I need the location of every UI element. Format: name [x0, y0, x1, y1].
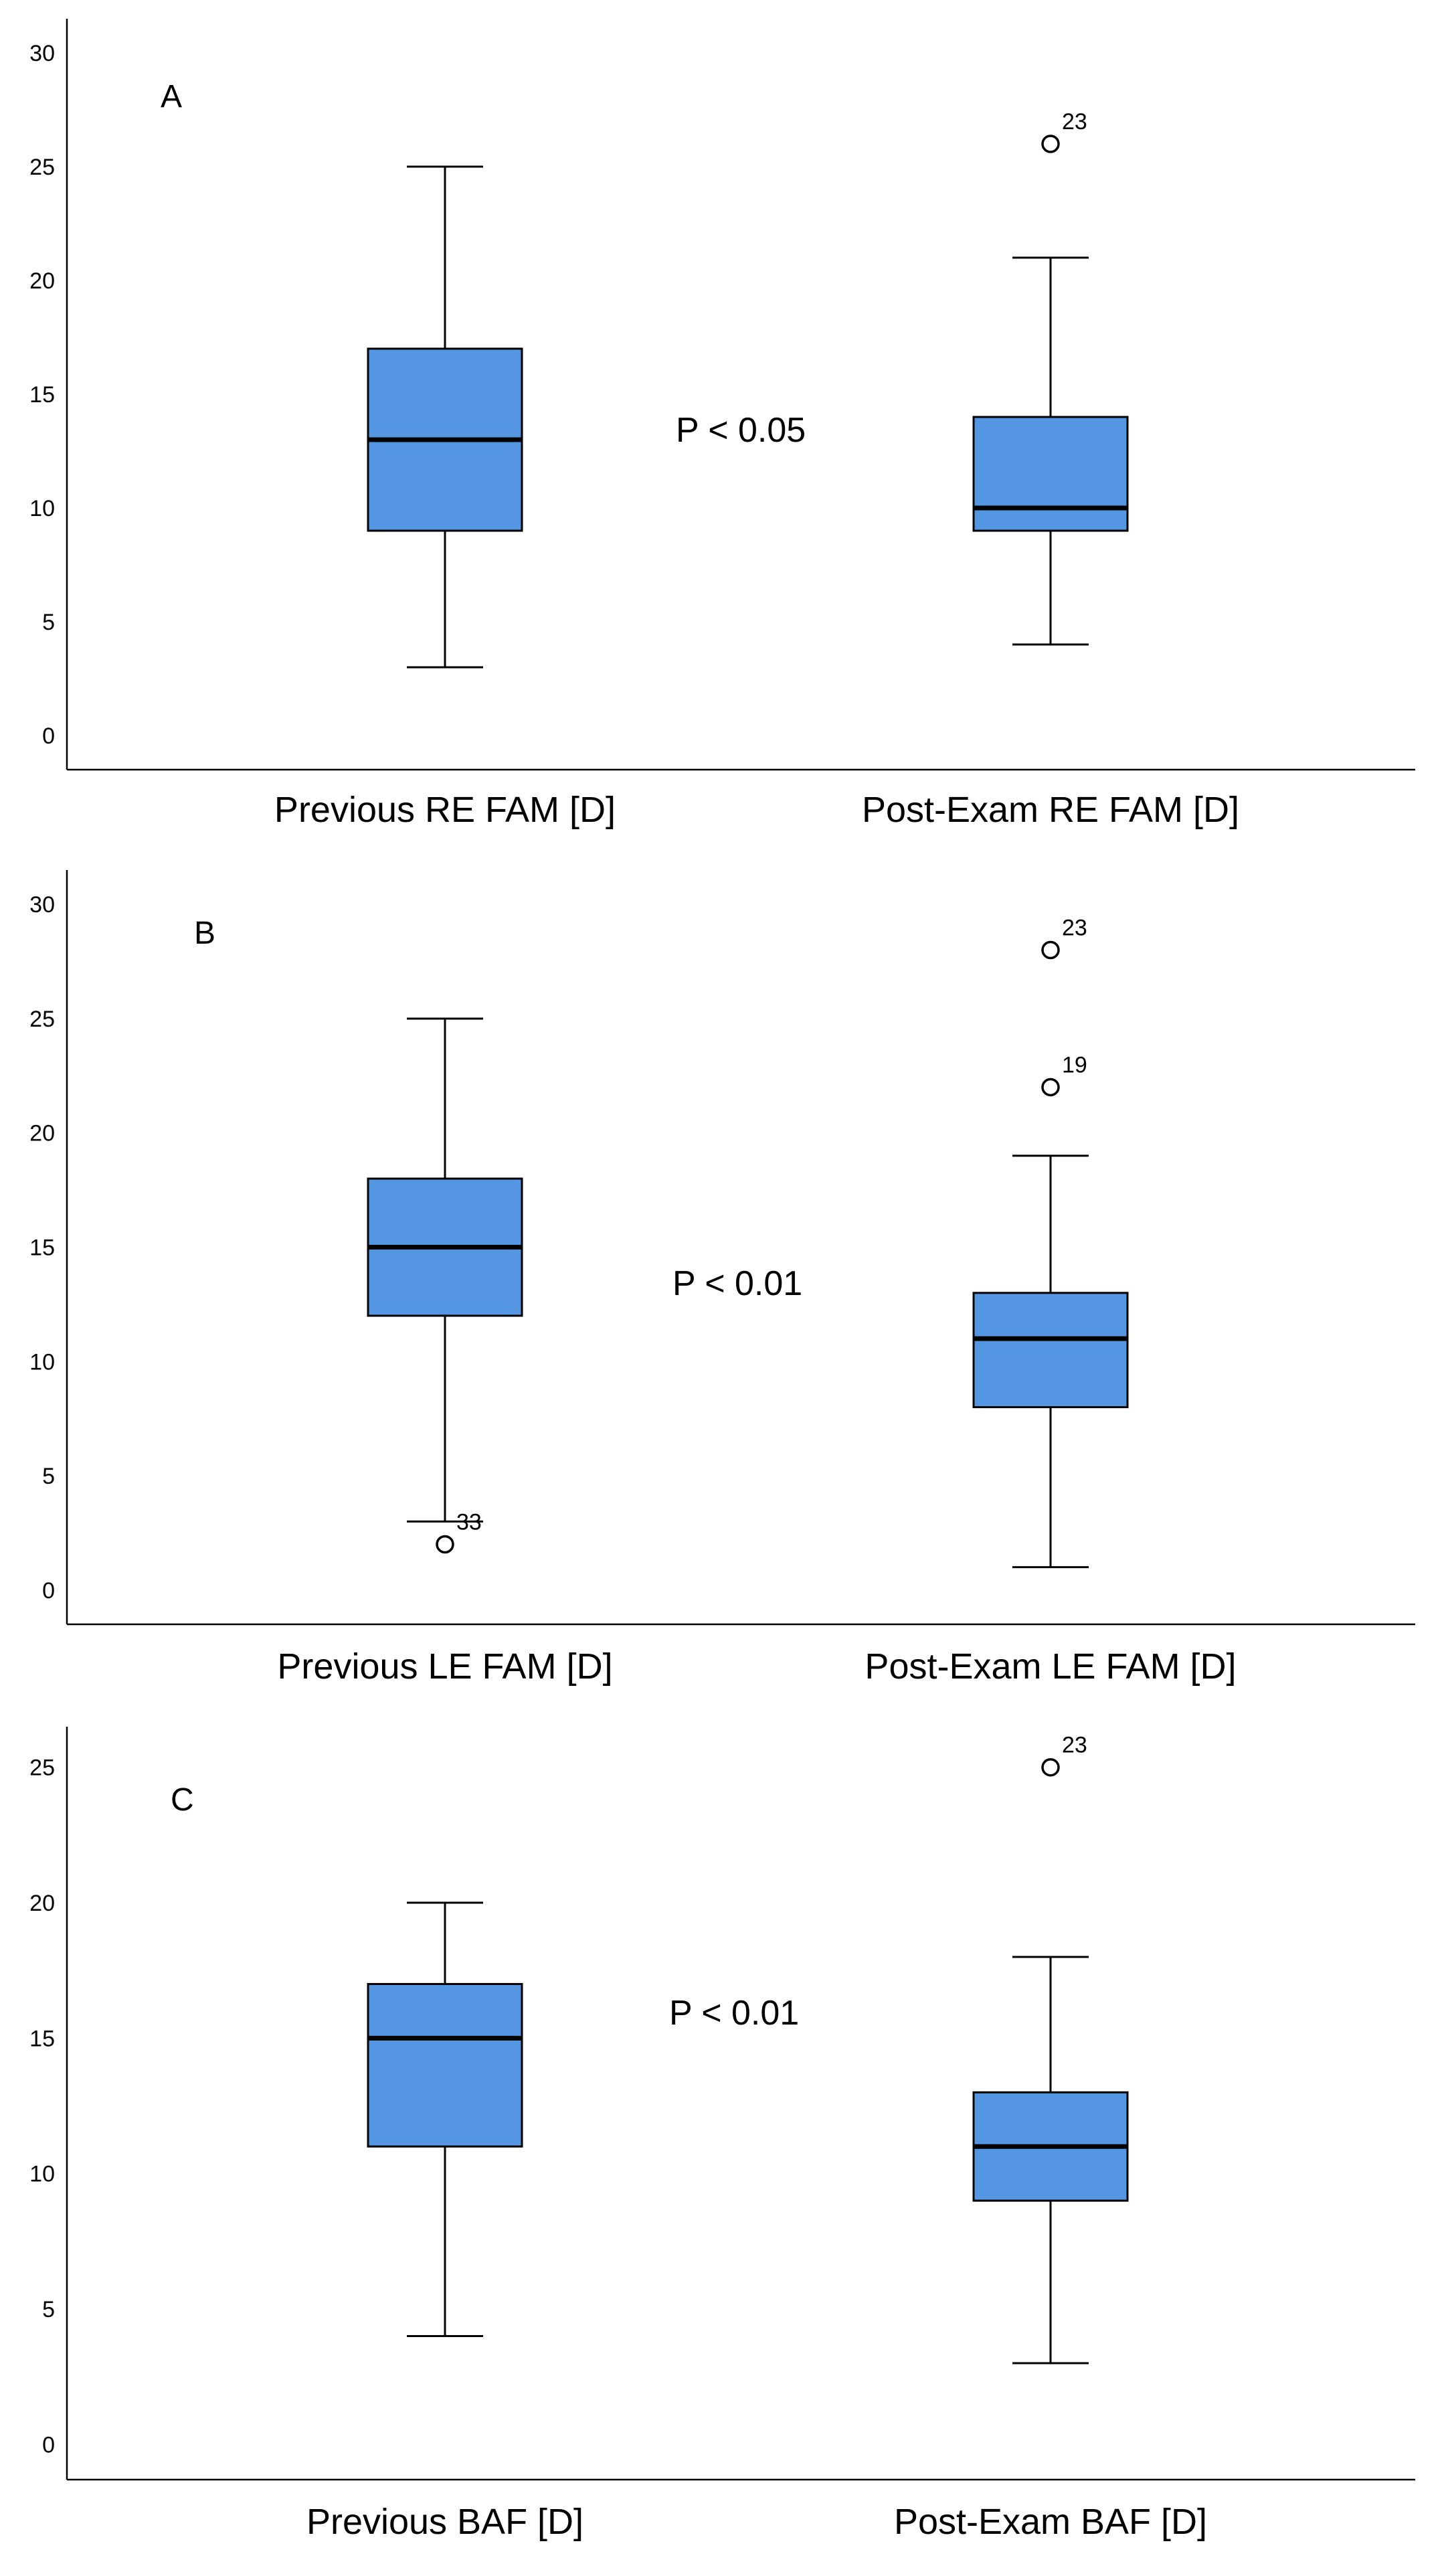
y-tick-label: 10	[29, 496, 55, 521]
box-plot-1	[367, 1901, 523, 2338]
category-label: Previous BAF [D]	[306, 2502, 583, 2542]
y-tick-label: 10	[29, 2162, 55, 2187]
y-tick-label: 5	[42, 2297, 55, 2322]
panel-label: B	[194, 916, 215, 951]
iqr-box	[972, 1292, 1129, 1409]
y-tick-label: 15	[29, 2026, 55, 2051]
y-tick-label: 0	[42, 2432, 55, 2458]
y-tick-label: 30	[29, 892, 55, 918]
outlier-label: 33	[456, 1509, 482, 1535]
y-tick-label: 20	[29, 268, 55, 294]
y-tick-label: 15	[29, 382, 55, 408]
iqr-box	[367, 1982, 523, 2148]
y-tick-label: 0	[42, 1578, 55, 1604]
outlier-label: 23	[1062, 109, 1087, 135]
y-tick-label: 20	[29, 1121, 55, 1146]
p-value-annotation: P < 0.01	[669, 1994, 799, 2033]
outlier-point	[1041, 1757, 1060, 1777]
outlier-point	[1041, 1078, 1060, 1097]
box-plot-2: 23	[972, 109, 1129, 646]
outlier-point	[1041, 135, 1060, 153]
y-tick-label: 10	[29, 1349, 55, 1375]
y-tick-label: 20	[29, 1891, 55, 1916]
outlier-label: 23	[1062, 916, 1087, 941]
panel-c: 0 5 10 15 20 25 C P < 0.01 Previous BAF [D] Post-…	[29, 1727, 1415, 2542]
box-plot-2: 23	[972, 1733, 1129, 2365]
panel-b: 0 5 10 15 20 25 30 B P < 0.01 Previous LE FAM [D]…	[29, 870, 1415, 1687]
outlier-point	[1041, 940, 1060, 960]
y-tick-label: 25	[29, 1007, 55, 1032]
panel-a: 0 5 10 15 20 25 30 A P < 0.05 Previous RE FAM [D]…	[29, 19, 1415, 830]
panel-label: A	[161, 79, 182, 114]
category-label: Post-Exam RE FAM [D]	[862, 790, 1239, 830]
box-plot-1: 33	[367, 1017, 523, 1554]
y-tick-label: 25	[29, 1755, 55, 1781]
p-value-annotation: P < 0.05	[676, 411, 806, 450]
category-label: Post-Exam BAF [D]	[894, 2502, 1207, 2542]
box-plot-1	[367, 165, 523, 669]
category-label: Previous RE FAM [D]	[274, 790, 616, 830]
y-tick-label: 5	[42, 610, 55, 635]
y-tick-label: 25	[29, 155, 55, 180]
panel-label: C	[171, 1782, 194, 1818]
category-label: Previous LE FAM [D]	[277, 1646, 612, 1687]
y-tick-label: 15	[29, 1235, 55, 1261]
y-tick-label: 0	[42, 723, 55, 749]
y-tick-label: 5	[42, 1464, 55, 1489]
y-tick-label: 30	[29, 41, 55, 66]
outlier-point	[436, 1535, 454, 1554]
outlier-label: 19	[1062, 1052, 1087, 1078]
iqr-box	[972, 416, 1129, 532]
category-label: Post-Exam LE FAM [D]	[865, 1646, 1236, 1687]
p-value-annotation: P < 0.01	[672, 1264, 802, 1303]
outlier-label: 23	[1062, 1733, 1087, 1758]
